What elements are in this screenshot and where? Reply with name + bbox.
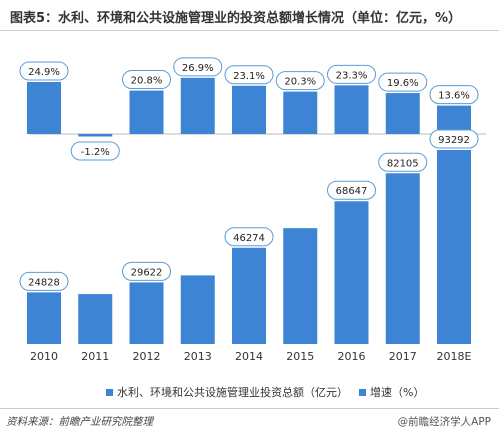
x-tick-2016: 2016 xyxy=(338,350,366,363)
growth-bar-2014 xyxy=(232,85,266,134)
total-label-2018E: 93292 xyxy=(438,135,470,146)
x-tick-2010: 2010 xyxy=(30,350,58,363)
growth-label-2011: -1.2% xyxy=(81,147,110,158)
total-label-2016-bg xyxy=(327,180,376,200)
growth-label-2018E-bg xyxy=(429,85,479,105)
total-label-2018E-bg xyxy=(429,129,479,149)
growth-bar-2012 xyxy=(129,90,164,134)
total-bar-2017 xyxy=(385,173,420,344)
total-label-2010-bg xyxy=(19,271,69,291)
footer-divider xyxy=(0,408,499,409)
growth-label-2011-bg xyxy=(70,141,120,161)
growth-bar-2017 xyxy=(385,93,420,134)
growth-label-2012: 20.8% xyxy=(131,76,163,87)
total-bar-2018E xyxy=(437,150,471,344)
growth-label-2017-bg xyxy=(378,72,428,92)
x-tick-2017: 2017 xyxy=(389,350,417,363)
total-label-2016: 68647 xyxy=(336,186,368,197)
growth-label-2013: 26.9% xyxy=(182,63,214,74)
source-note: 资料来源：前瞻产业研究院整理 xyxy=(6,416,153,428)
growth-bar-2010 xyxy=(27,82,61,134)
legend-label-growth: 增速（%） xyxy=(370,385,424,399)
x-tick-2011: 2011 xyxy=(81,350,109,363)
total-label-2012-bg xyxy=(122,261,171,281)
growth-label-2014: 23.1% xyxy=(233,71,265,82)
total-label-2010: 24828 xyxy=(28,277,60,288)
x-tick-2013: 2013 xyxy=(184,350,212,363)
growth-label-2012-bg xyxy=(122,70,171,90)
growth-label-2016: 23.3% xyxy=(336,70,368,81)
growth-label-2016-bg xyxy=(327,64,376,84)
growth-label-2015-bg xyxy=(275,71,325,91)
total-label-2012: 29622 xyxy=(131,267,163,278)
total-label-2017: 82105 xyxy=(387,158,419,169)
title-divider xyxy=(0,30,499,31)
total-bar-2010 xyxy=(27,292,61,344)
chart-title: 图表5：水利、环境和公共设施管理业的投资总额增长情况（单位：亿元，%） xyxy=(10,11,462,26)
growth-label-2010: 24.9% xyxy=(28,67,60,78)
total-bar-2011 xyxy=(78,294,113,344)
total-bar-2012 xyxy=(129,282,164,344)
total-label-2014-bg xyxy=(224,227,274,247)
total-label-2014: 46274 xyxy=(233,233,265,244)
growth-label-2017: 19.6% xyxy=(387,78,419,89)
total-bar-2014 xyxy=(232,247,266,344)
x-tick-2018E: 2018E xyxy=(437,350,472,363)
brand-credit: @前瞻经济学人APP xyxy=(397,416,491,428)
growth-label-2013-bg xyxy=(173,57,223,77)
growth-bar-2013 xyxy=(180,77,215,134)
legend-label-total: 水利、环境和公共设施管理业投资总额（亿元） xyxy=(117,385,348,399)
growth-label-2015: 20.3% xyxy=(284,77,316,88)
legend-swatch-total xyxy=(106,389,113,396)
growth-label-2018E: 13.6% xyxy=(438,91,470,102)
growth-bar-2011 xyxy=(78,134,113,137)
growth-label-2014-bg xyxy=(224,65,274,85)
x-tick-2014: 2014 xyxy=(235,350,263,363)
growth-bar-2018E xyxy=(437,105,471,134)
growth-bar-2015 xyxy=(283,91,318,134)
legend-swatch-growth xyxy=(359,389,366,396)
growth-bar-2016 xyxy=(334,85,369,134)
total-bar-2016 xyxy=(334,201,369,344)
growth-label-2010-bg xyxy=(19,61,69,81)
total-bar-2013 xyxy=(180,275,215,344)
total-bar-2015 xyxy=(283,228,318,344)
x-tick-2012: 2012 xyxy=(133,350,161,363)
x-tick-2015: 2015 xyxy=(286,350,314,363)
total-label-2017-bg xyxy=(378,152,428,172)
